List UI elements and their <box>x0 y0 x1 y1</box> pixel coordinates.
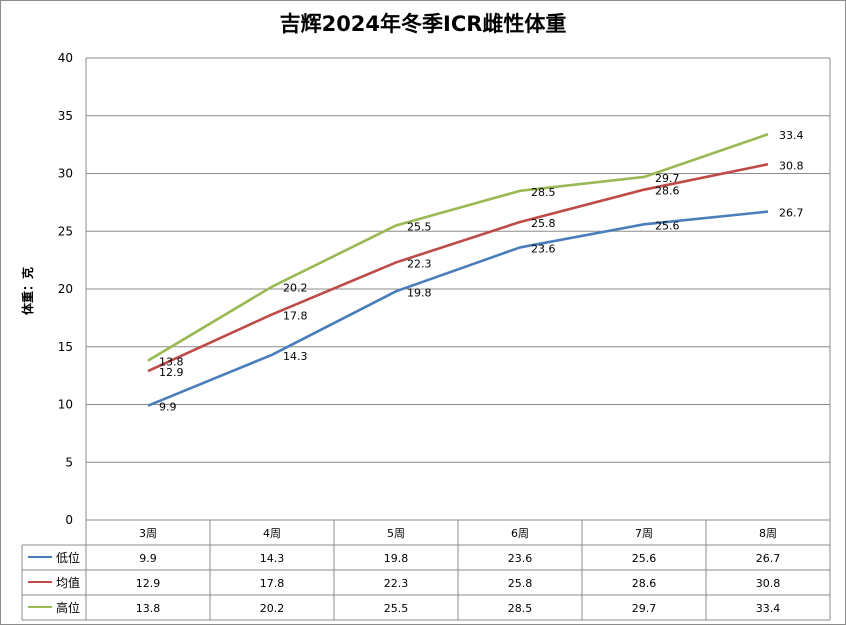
x-category-label: 6周 <box>511 527 529 540</box>
chart-title: 吉辉2024年冬季ICR雌性体重 <box>279 12 567 36</box>
data-label: 9.9 <box>159 401 177 414</box>
data-label: 26.7 <box>779 207 804 220</box>
table-cell-value: 28.5 <box>508 602 533 615</box>
series-line <box>147 162 769 373</box>
table-cell-value: 28.6 <box>632 577 657 590</box>
legend-series-name: 均值 <box>56 575 80 590</box>
y-tick-label: 10 <box>58 398 73 412</box>
series-line <box>147 210 769 407</box>
data-label: 33.4 <box>779 129 804 142</box>
table-cell-value: 29.7 <box>632 602 657 615</box>
y-tick-label: 35 <box>58 109 73 123</box>
table-cell-value: 14.3 <box>260 552 285 565</box>
table-cell-value: 17.8 <box>260 577 285 590</box>
table-cell-value: 33.4 <box>756 602 781 615</box>
table-cell-value: 9.9 <box>139 552 157 565</box>
y-tick-label: 15 <box>58 340 73 354</box>
table-cell-value: 20.2 <box>260 602 285 615</box>
table-cell-value: 19.8 <box>384 552 409 565</box>
data-label: 25.6 <box>655 219 680 232</box>
x-category-label: 5周 <box>387 527 405 540</box>
legend-series-name: 高位 <box>56 600 80 615</box>
table-cell-value: 23.6 <box>508 552 533 565</box>
table-cell-value: 25.5 <box>384 602 409 615</box>
x-category-label: 7周 <box>635 527 653 540</box>
data-label: 12.9 <box>159 366 184 379</box>
data-label: 13.8 <box>159 356 184 369</box>
y-tick-label: 0 <box>65 513 73 527</box>
data-label: 29.7 <box>655 172 680 185</box>
table-cell-value: 26.7 <box>756 552 781 565</box>
data-label: 20.2 <box>283 282 308 295</box>
table-cell-value: 13.8 <box>136 602 161 615</box>
data-label: 25.5 <box>407 220 432 233</box>
y-tick-label: 5 <box>65 455 73 469</box>
table-cell-value: 30.8 <box>756 577 781 590</box>
table-cell-value: 22.3 <box>384 577 409 590</box>
data-label: 28.5 <box>531 186 556 199</box>
y-tick-label: 25 <box>58 224 73 238</box>
y-tick-label: 20 <box>58 282 73 296</box>
data-label: 17.8 <box>283 309 308 322</box>
data-label: 19.8 <box>407 286 432 299</box>
table-cell-value: 25.8 <box>508 577 533 590</box>
data-label: 30.8 <box>779 159 804 172</box>
data-label: 23.6 <box>531 242 556 255</box>
legend-series-name: 低位 <box>56 550 80 565</box>
series-line <box>147 133 769 362</box>
x-category-label: 8周 <box>759 527 777 540</box>
y-tick-label: 40 <box>58 51 73 65</box>
x-category-label: 3周 <box>139 527 157 540</box>
x-category-label: 4周 <box>263 527 281 540</box>
table-cell-value: 25.6 <box>632 552 657 565</box>
data-label: 14.3 <box>283 350 308 363</box>
data-label: 25.8 <box>531 217 556 230</box>
table-cell-value: 12.9 <box>136 577 161 590</box>
data-label: 28.6 <box>655 185 680 198</box>
y-tick-label: 30 <box>58 167 73 181</box>
data-label: 22.3 <box>407 257 432 270</box>
